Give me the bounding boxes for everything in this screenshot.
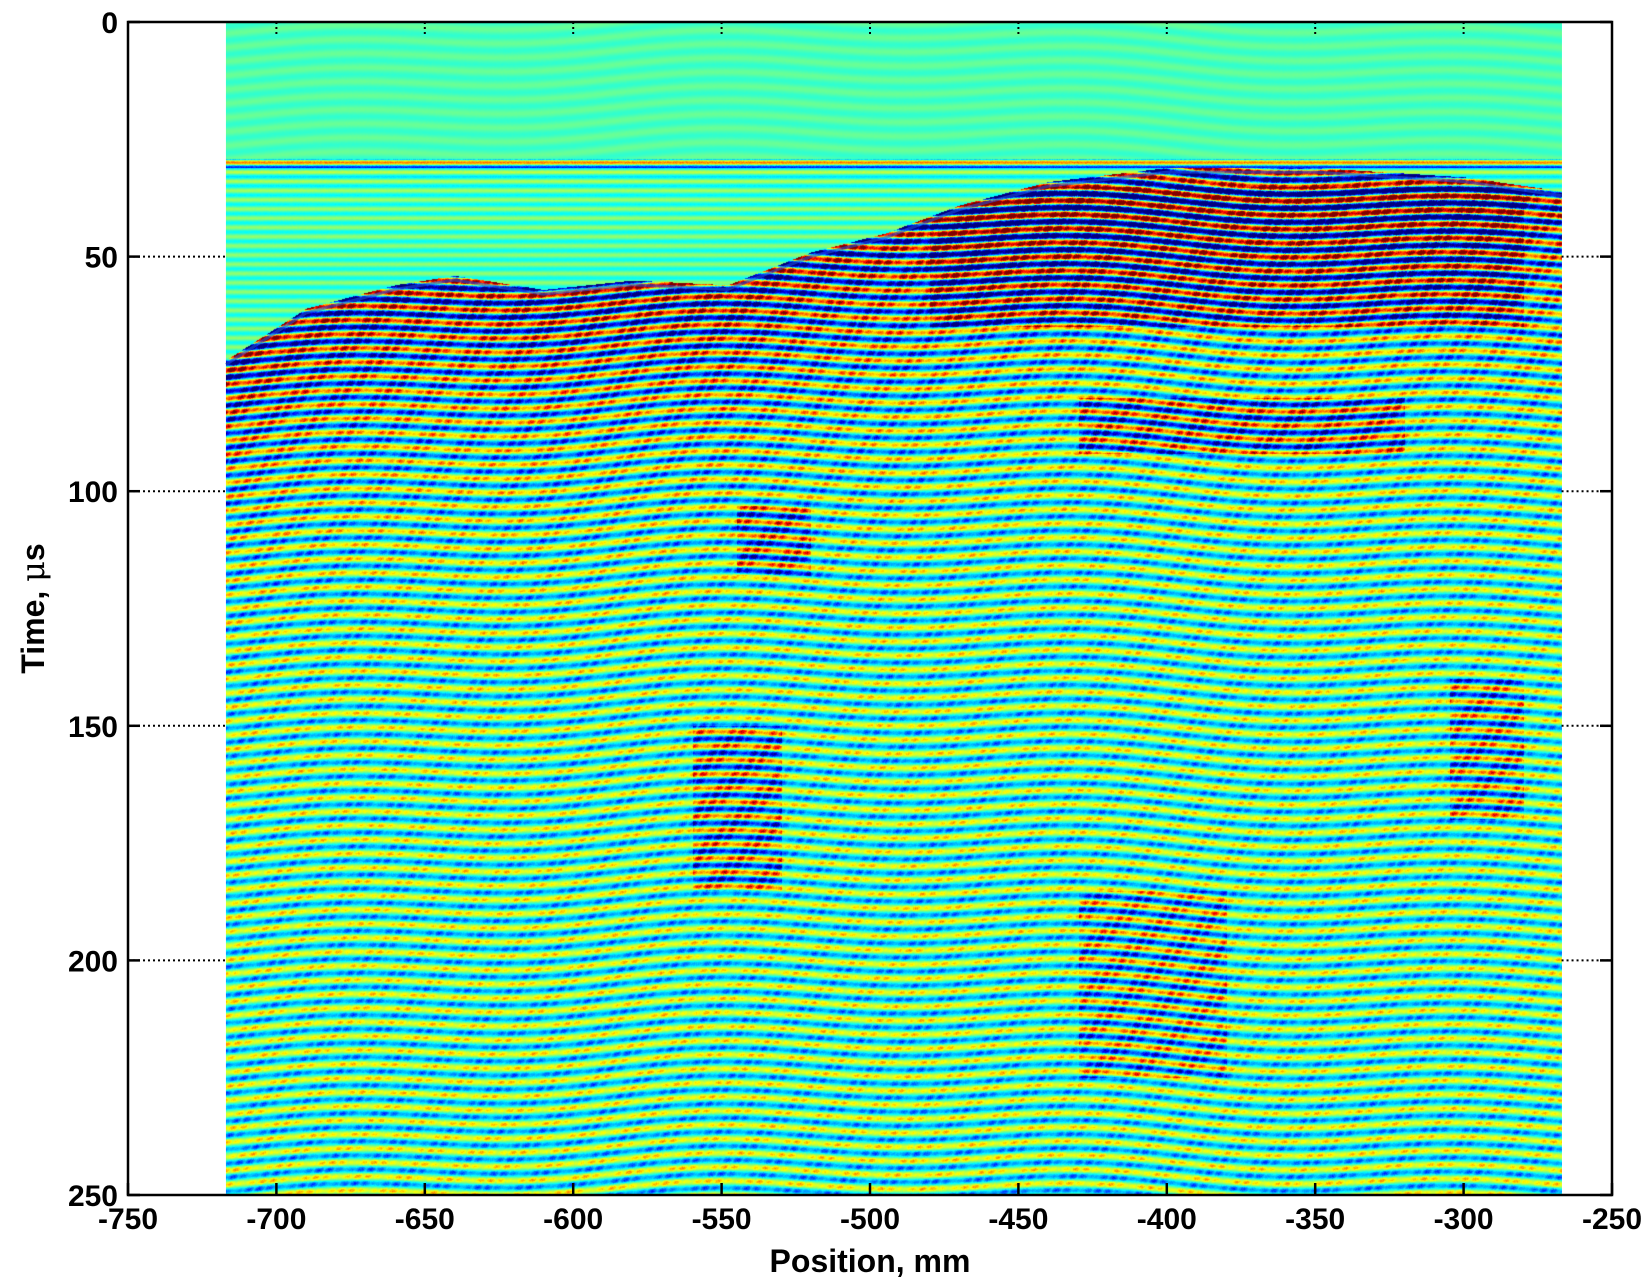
y-axis-title-unit: s — [15, 543, 51, 561]
y-tick-label: 0 — [101, 7, 118, 40]
x-tick-label: -300 — [1434, 1203, 1494, 1236]
x-tick-label: -250 — [1582, 1203, 1642, 1236]
y-tick-label: 100 — [68, 476, 118, 509]
x-tick-label: -450 — [988, 1203, 1048, 1236]
x-tick-label: -550 — [692, 1203, 752, 1236]
y-axis-title-prefix: Time, — [15, 582, 51, 674]
x-tick-label: -400 — [1137, 1203, 1197, 1236]
x-tick-label: -650 — [395, 1203, 455, 1236]
front-surface-line — [225, 170, 1562, 366]
x-tick-label: -600 — [543, 1203, 603, 1236]
x-axis-title: Position, mm — [770, 1243, 971, 1279]
y-axis-ticks: 0 50 100 150 200 250 — [68, 7, 1612, 1213]
y-tick-label: 250 — [68, 1180, 118, 1213]
x-tick-label: -500 — [840, 1203, 900, 1236]
x-tick-label: -750 — [98, 1203, 158, 1236]
bscan-image — [225, 22, 1562, 1195]
x-axis-ticks: -750 -700 -650 -600 -550 -500 -450 -400 -350 -300… — [98, 1183, 1642, 1236]
y-axis-title-greek: μ — [14, 561, 52, 582]
y-tick-label: 200 — [68, 945, 118, 978]
y-tick-label: 50 — [85, 242, 118, 275]
y-axis-title: Time, μs — [14, 543, 52, 673]
front-surface-reflection — [225, 170, 1562, 366]
y-tick-label: 150 — [68, 711, 118, 744]
x-tick-label: -700 — [246, 1203, 306, 1236]
x-tick-label: -350 — [1285, 1203, 1345, 1236]
bscan-raster — [225, 22, 1562, 1195]
